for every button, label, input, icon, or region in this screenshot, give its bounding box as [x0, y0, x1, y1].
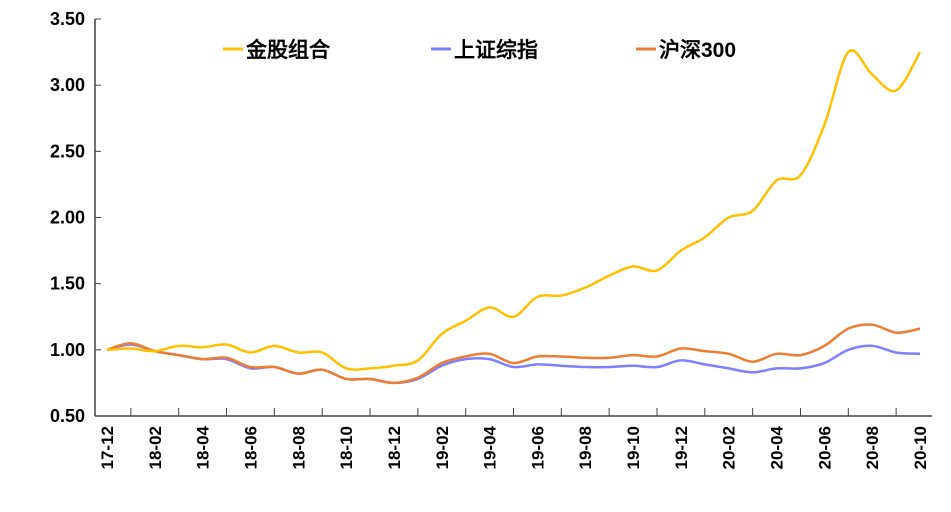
x-tick-label: 20-06 [815, 426, 834, 469]
x-tick-label: 19-02 [433, 426, 452, 469]
x-tick-label: 20-02 [720, 426, 739, 469]
legend-label: 沪深300 [659, 38, 736, 62]
series-line-2 [106, 323, 921, 385]
legend-label: 上证综指 [454, 38, 538, 62]
x-tick-label: 18-02 [146, 426, 165, 469]
y-tick-label: 2.50 [50, 141, 85, 161]
series-line-1 [106, 343, 921, 385]
x-tick-label: 17-12 [98, 426, 117, 469]
x-tick-label: 20-08 [863, 426, 882, 469]
x-tick-label: 18-06 [241, 426, 260, 469]
x-tick-label: 18-08 [289, 426, 308, 469]
series-line-0 [106, 49, 922, 371]
x-tick-label: 20-04 [768, 425, 787, 469]
x-tick-label: 18-10 [337, 426, 356, 469]
x-tick-label: 18-12 [385, 426, 404, 469]
x-tick-label: 18-04 [194, 425, 213, 469]
y-tick-label: 2.00 [50, 208, 85, 228]
y-tick-label: 1.50 [50, 274, 85, 294]
x-tick-label: 19-10 [624, 426, 643, 469]
x-tick-label: 19-08 [576, 426, 595, 469]
y-tick-label: 3.00 [50, 75, 85, 95]
y-tick-label: 3.50 [50, 9, 85, 29]
legend: 金股组合 上证综指 沪深300 [223, 38, 736, 62]
y-tick-label: 1.00 [50, 340, 85, 360]
x-tick-label: 19-12 [672, 426, 691, 469]
series-lines [106, 49, 922, 385]
y-tick-label: 0.50 [50, 406, 85, 426]
x-tick-label: 20-10 [911, 426, 930, 469]
legend-label: 金股组合 [245, 38, 331, 62]
x-tick-label: 19-04 [481, 425, 500, 469]
axes: 0.50 1.00 1.50 2.00 2.50 3.00 3.50 17-12 18-02 18… [50, 9, 932, 469]
x-tick-label: 19-06 [528, 426, 547, 469]
